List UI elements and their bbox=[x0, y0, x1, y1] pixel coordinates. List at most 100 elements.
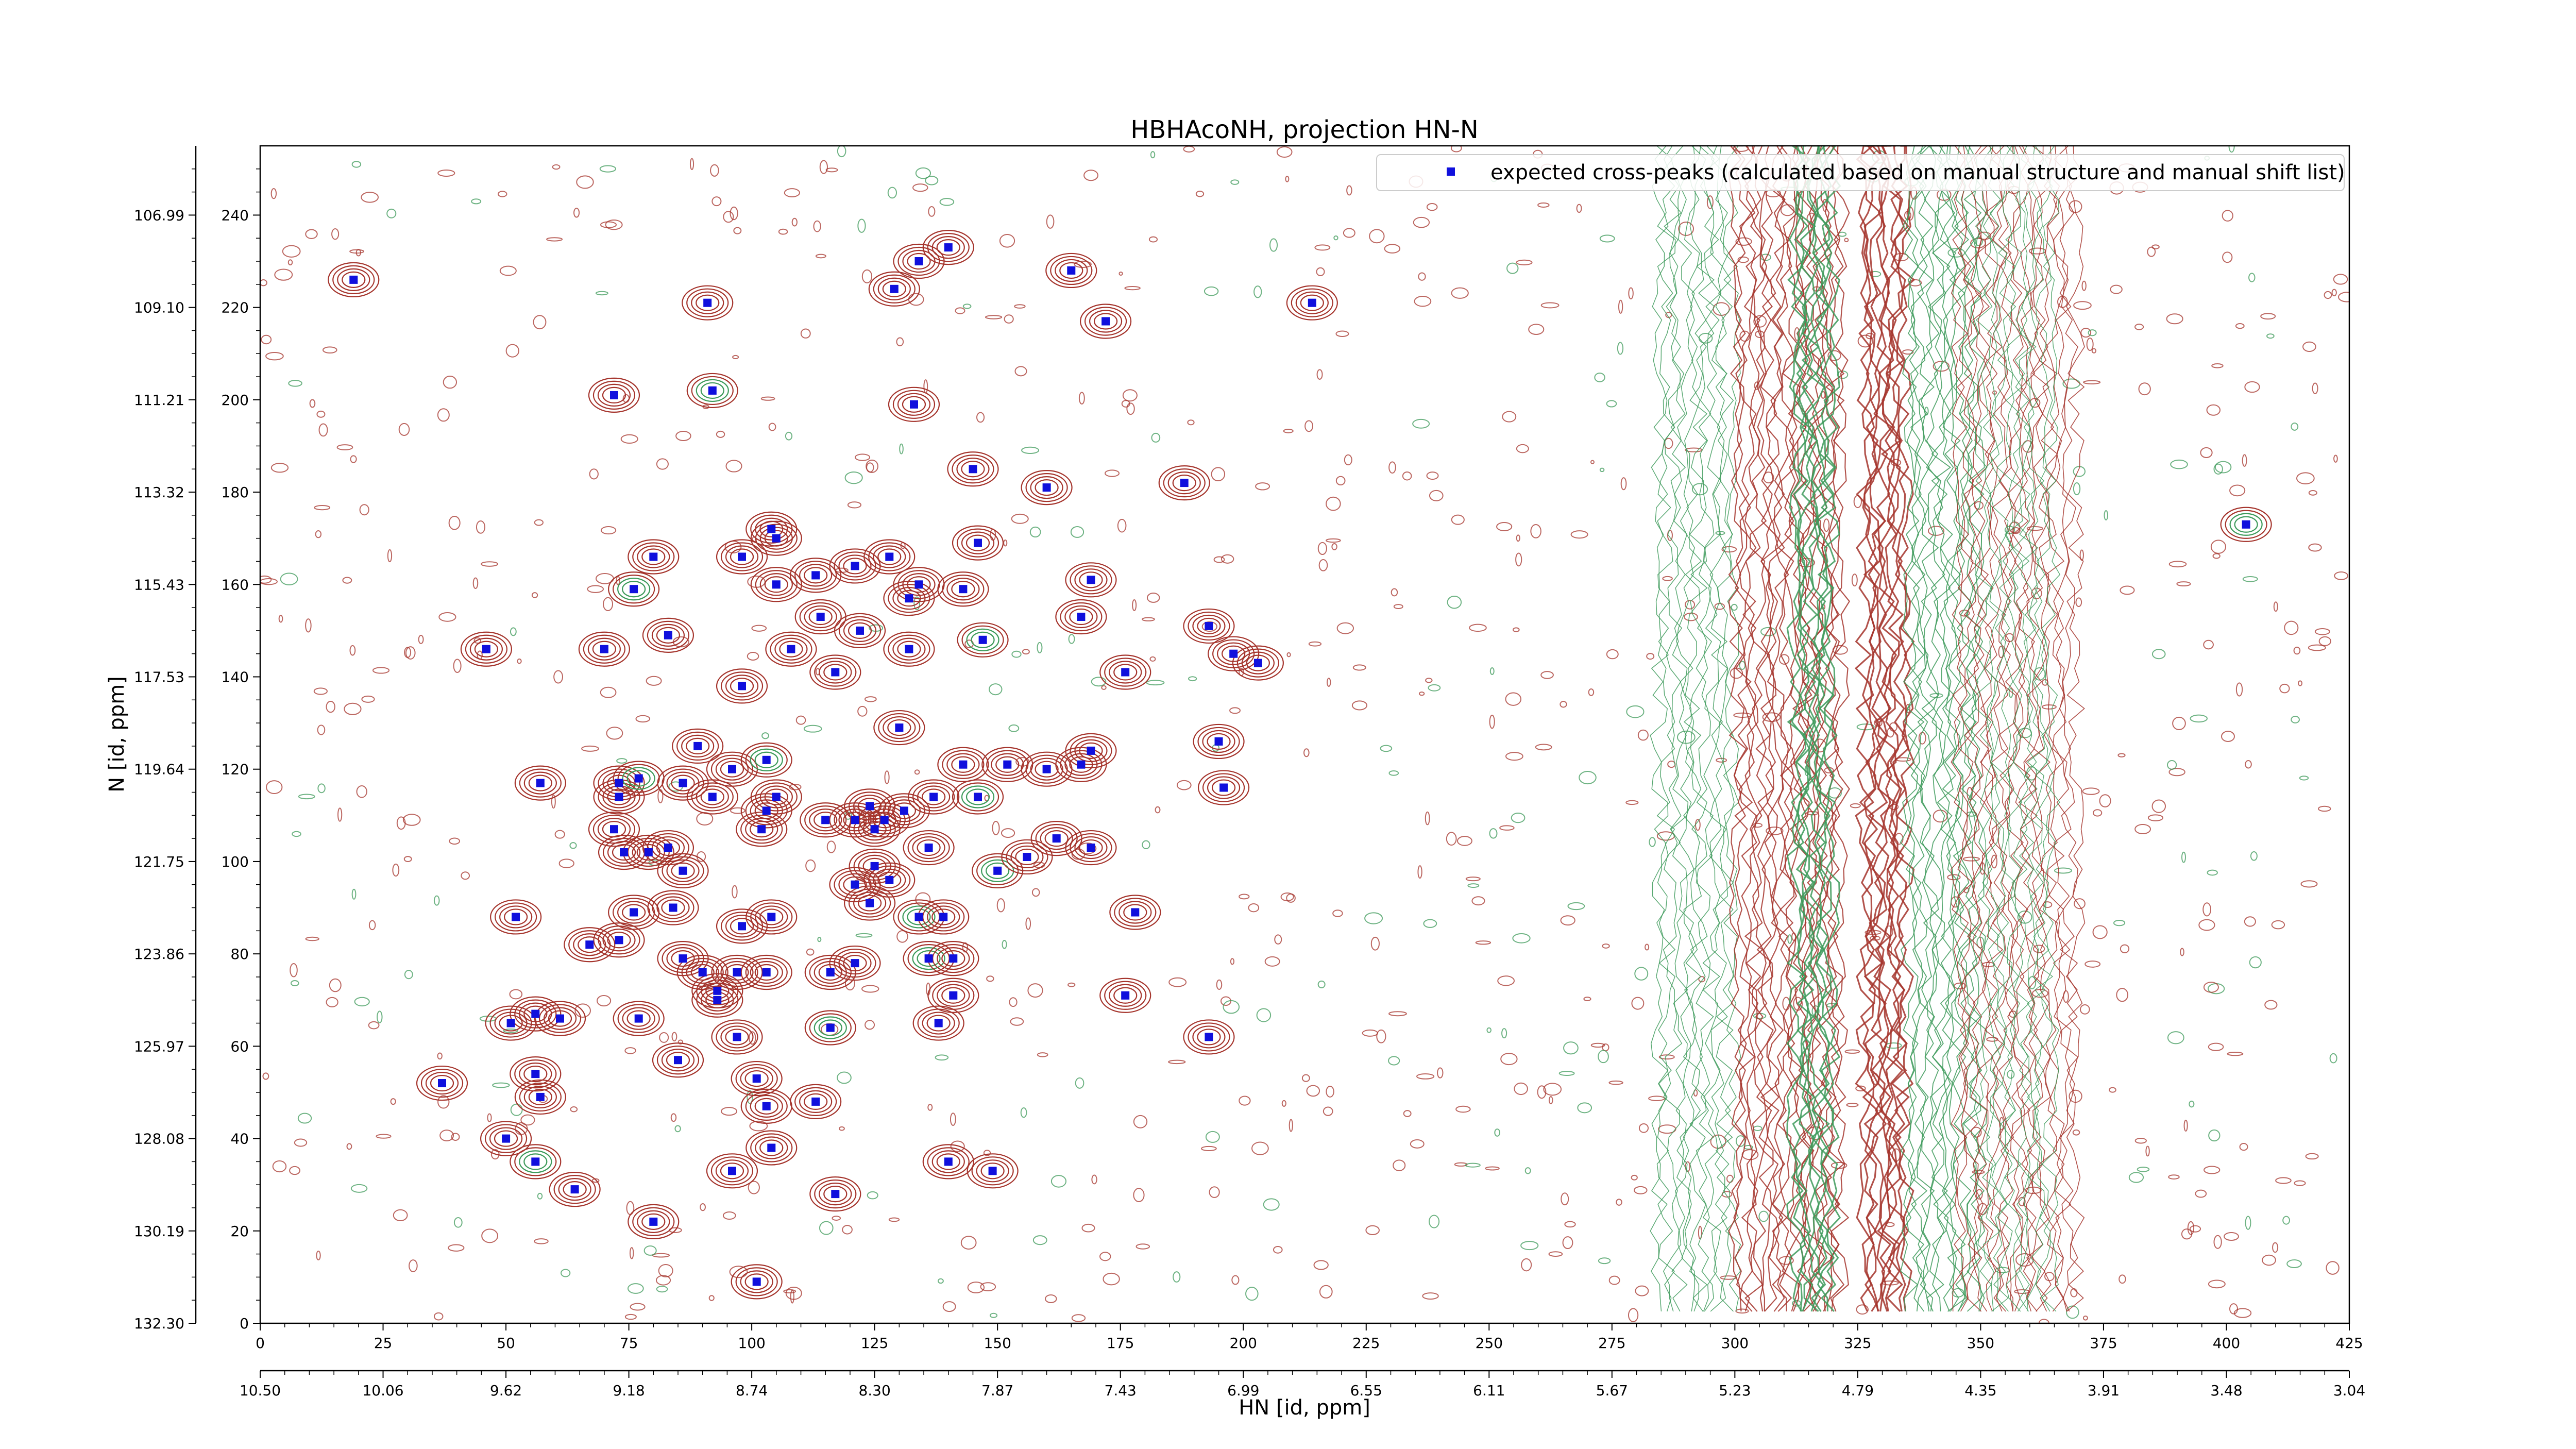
noise-contour bbox=[2063, 990, 2069, 1003]
noise-contour bbox=[2022, 440, 2034, 453]
noise-contour bbox=[2314, 628, 2330, 635]
noise-contour bbox=[1678, 221, 1694, 236]
noise-contour bbox=[2084, 961, 2101, 968]
expected-cross-peak bbox=[738, 552, 746, 561]
band-contour-line bbox=[1854, 146, 1875, 1312]
noise-contour bbox=[1004, 314, 1014, 324]
peak-contour-ring bbox=[1295, 291, 1329, 314]
noise-contour bbox=[670, 1113, 677, 1122]
noise-contour bbox=[272, 1160, 287, 1173]
peak-contour bbox=[1109, 895, 1161, 930]
expected-cross-peak bbox=[1253, 659, 1262, 667]
peak-contour-ring bbox=[750, 961, 783, 984]
noise-contour bbox=[1579, 770, 1597, 785]
peak-contour-ring bbox=[696, 985, 739, 1015]
band-contour-line bbox=[1656, 146, 1676, 1312]
peak-contour-ring bbox=[892, 587, 926, 610]
noise-contour bbox=[1590, 1042, 1605, 1048]
band-contour-line bbox=[1814, 146, 1835, 1312]
expected-cross-peak bbox=[728, 765, 736, 773]
noise-contour bbox=[1537, 202, 1550, 208]
band-contour-line bbox=[1900, 146, 1920, 1312]
noise-contour bbox=[1648, 1096, 1665, 1101]
peak-contour-ring bbox=[952, 454, 994, 484]
noise-contour bbox=[2066, 1305, 2079, 1319]
noise-contour bbox=[1075, 1077, 1084, 1089]
peak-contour-ring bbox=[1070, 565, 1112, 595]
peak-contour-ring bbox=[922, 788, 946, 805]
noise-contour bbox=[803, 724, 822, 733]
peak-contour-ring bbox=[523, 771, 557, 795]
peak-contour-ring bbox=[740, 742, 792, 778]
peak-contour-ring bbox=[971, 631, 995, 648]
peak-contour-ring bbox=[843, 558, 867, 575]
peak-contour-ring bbox=[740, 1270, 773, 1293]
peak-contour-ring bbox=[849, 812, 901, 847]
expected-cross-peak bbox=[674, 1056, 682, 1065]
noise-contour bbox=[1388, 770, 1399, 776]
peak-contour-ring bbox=[750, 1094, 783, 1118]
y-tick-label: 80 bbox=[230, 946, 249, 963]
peak-contour bbox=[1158, 465, 1210, 501]
noise-contour bbox=[751, 625, 767, 632]
noise-contour bbox=[866, 462, 874, 473]
band-contour-line bbox=[1689, 146, 1708, 1312]
peak-contour-ring bbox=[1202, 773, 1245, 802]
noise-contour bbox=[2208, 1129, 2221, 1142]
peak-contour-ring bbox=[420, 1068, 464, 1098]
peak-contour-ring bbox=[892, 637, 926, 661]
noise-contour bbox=[1313, 1260, 1329, 1270]
peak-contour-ring bbox=[656, 839, 681, 856]
peak-contour-ring bbox=[888, 386, 940, 422]
y-ppm-tick-label: 130.19 bbox=[134, 1223, 184, 1240]
noise-contour bbox=[616, 758, 628, 764]
peak-contour bbox=[628, 1204, 680, 1239]
peak-contour-ring bbox=[927, 233, 970, 262]
peak-contour bbox=[1045, 252, 1097, 289]
noise-contour bbox=[1117, 518, 1127, 533]
peak-contour bbox=[731, 1060, 783, 1097]
expected-cross-peak bbox=[944, 243, 953, 252]
expected-cross-peak bbox=[762, 806, 771, 815]
noise-contour bbox=[2222, 251, 2233, 263]
noise-contour bbox=[1263, 1198, 1280, 1211]
peak-contour bbox=[2220, 507, 2272, 542]
noise-contour bbox=[2245, 1216, 2251, 1230]
peak-contour-ring bbox=[523, 1085, 557, 1109]
noise-contour bbox=[2211, 363, 2224, 368]
noise-contour bbox=[1471, 896, 1485, 906]
peak-contour-ring bbox=[715, 1159, 749, 1183]
peak-contour-ring bbox=[641, 548, 666, 565]
noise-contour bbox=[1450, 146, 1462, 153]
noise-contour bbox=[1333, 235, 1338, 241]
peak-contour-ring bbox=[613, 1001, 665, 1036]
noise-contour bbox=[1576, 204, 1582, 213]
noise-contour bbox=[531, 592, 538, 598]
peak-contour-ring bbox=[1074, 739, 1108, 762]
peak-contour-ring bbox=[745, 957, 788, 987]
peak-contour-ring bbox=[1183, 608, 1235, 644]
x-tick-label: 0 bbox=[256, 1335, 265, 1352]
expected-cross-peak bbox=[772, 793, 781, 801]
noise-contour bbox=[289, 1166, 300, 1175]
noise-contour bbox=[260, 575, 272, 584]
noise-contour bbox=[866, 459, 878, 473]
peak-contour-ring bbox=[666, 859, 700, 882]
noise-contour bbox=[1255, 482, 1270, 491]
peak-contour-ring bbox=[986, 750, 1029, 779]
noise-contour bbox=[2279, 683, 2290, 694]
peak-contour-ring bbox=[564, 927, 616, 963]
band-contour-line bbox=[1755, 146, 1774, 1312]
peak-contour-ring bbox=[1035, 761, 1059, 778]
noise-contour bbox=[1317, 542, 1327, 555]
peak-contour-ring bbox=[617, 1004, 660, 1033]
peak-contour-ring bbox=[957, 622, 1009, 658]
peak-contour bbox=[1286, 285, 1338, 321]
noise-contour bbox=[785, 431, 793, 441]
peak-contour-ring bbox=[799, 1090, 833, 1113]
noise-contour bbox=[1505, 752, 1523, 761]
noise-contour bbox=[1319, 1285, 1333, 1299]
noise-contour bbox=[2167, 1031, 2184, 1044]
expected-cross-peak bbox=[698, 968, 707, 976]
noise-contour bbox=[1616, 1199, 1622, 1206]
